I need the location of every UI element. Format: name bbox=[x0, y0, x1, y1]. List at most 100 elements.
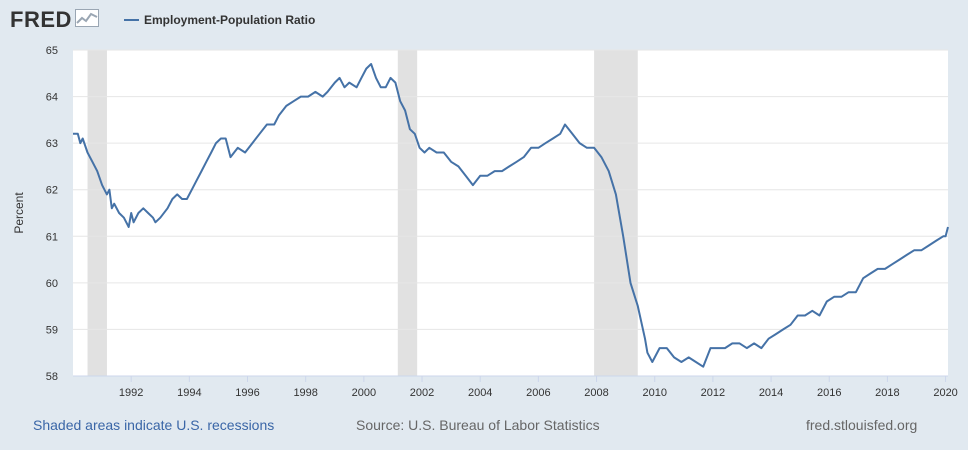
data-point[interactable] bbox=[146, 211, 150, 215]
data-point[interactable] bbox=[810, 309, 814, 313]
data-point[interactable] bbox=[166, 206, 170, 210]
data-point[interactable] bbox=[158, 216, 162, 220]
data-point[interactable] bbox=[544, 141, 548, 145]
data-point[interactable] bbox=[190, 188, 194, 192]
data-point[interactable] bbox=[422, 150, 426, 154]
data-point[interactable] bbox=[214, 141, 218, 145]
data-point[interactable] bbox=[71, 132, 75, 136]
data-point[interactable] bbox=[551, 136, 555, 140]
data-point[interactable] bbox=[151, 216, 155, 220]
data-point[interactable] bbox=[781, 327, 785, 331]
data-point[interactable] bbox=[818, 313, 822, 317]
data-point[interactable] bbox=[946, 225, 950, 229]
data-point[interactable] bbox=[774, 332, 778, 336]
data-point[interactable] bbox=[132, 220, 136, 224]
data-point[interactable] bbox=[374, 76, 378, 80]
data-point[interactable] bbox=[299, 95, 303, 99]
data-point[interactable] bbox=[934, 239, 938, 243]
data-point[interactable] bbox=[500, 169, 504, 173]
data-point[interactable] bbox=[122, 216, 126, 220]
data-point[interactable] bbox=[650, 360, 654, 364]
data-point[interactable] bbox=[236, 146, 240, 150]
data-point[interactable] bbox=[442, 150, 446, 154]
data-point[interactable] bbox=[76, 132, 80, 136]
recessions-note[interactable]: Shaded areas indicate U.S. recessions bbox=[33, 417, 275, 433]
data-point[interactable] bbox=[204, 160, 208, 164]
data-point[interactable] bbox=[100, 183, 104, 187]
data-point[interactable] bbox=[306, 95, 310, 99]
data-point[interactable] bbox=[86, 150, 90, 154]
data-point[interactable] bbox=[418, 146, 422, 150]
data-point[interactable] bbox=[333, 81, 337, 85]
data-point[interactable] bbox=[515, 160, 519, 164]
data-point[interactable] bbox=[258, 132, 262, 136]
data-point[interactable] bbox=[563, 123, 567, 127]
data-point[interactable] bbox=[919, 248, 923, 252]
data-point[interactable] bbox=[658, 346, 662, 350]
data-point[interactable] bbox=[708, 346, 712, 350]
data-point[interactable] bbox=[599, 155, 603, 159]
data-point[interactable] bbox=[117, 211, 121, 215]
data-point[interactable] bbox=[277, 113, 281, 117]
data-point[interactable] bbox=[342, 85, 346, 89]
data-point[interactable] bbox=[883, 267, 887, 271]
data-point[interactable] bbox=[643, 337, 647, 341]
data-point[interactable] bbox=[839, 295, 843, 299]
data-point[interactable] bbox=[752, 341, 756, 345]
data-point[interactable] bbox=[185, 197, 189, 201]
data-point[interactable] bbox=[861, 276, 865, 280]
data-point[interactable] bbox=[209, 150, 213, 154]
data-point[interactable] bbox=[730, 341, 734, 345]
data-point[interactable] bbox=[313, 90, 317, 94]
data-point[interactable] bbox=[435, 150, 439, 154]
data-point[interactable] bbox=[141, 206, 145, 210]
data-point[interactable] bbox=[250, 141, 254, 145]
data-point[interactable] bbox=[95, 169, 99, 173]
data-point[interactable] bbox=[105, 192, 109, 196]
data-point[interactable] bbox=[272, 123, 276, 127]
data-point[interactable] bbox=[868, 272, 872, 276]
data-point[interactable] bbox=[578, 141, 582, 145]
data-point[interactable] bbox=[369, 62, 373, 66]
data-point[interactable] bbox=[175, 192, 179, 196]
data-point[interactable] bbox=[219, 136, 223, 140]
data-point[interactable] bbox=[759, 346, 763, 350]
data-point[interactable] bbox=[493, 169, 497, 173]
data-point[interactable] bbox=[284, 104, 288, 108]
data-point[interactable] bbox=[890, 262, 894, 266]
data-point[interactable] bbox=[265, 123, 269, 127]
data-point[interactable] bbox=[180, 197, 184, 201]
data-point[interactable] bbox=[359, 76, 363, 80]
data-point[interactable] bbox=[224, 136, 228, 140]
data-point[interactable] bbox=[403, 109, 407, 113]
data-point[interactable] bbox=[398, 99, 402, 103]
data-point[interactable] bbox=[90, 160, 94, 164]
data-point[interactable] bbox=[796, 313, 800, 317]
data-point[interactable] bbox=[384, 85, 388, 89]
data-point[interactable] bbox=[379, 85, 383, 89]
data-point[interactable] bbox=[716, 346, 720, 350]
data-point[interactable] bbox=[408, 127, 412, 131]
data-point[interactable] bbox=[847, 290, 851, 294]
data-point[interactable] bbox=[803, 313, 807, 317]
data-point[interactable] bbox=[364, 67, 368, 71]
data-point[interactable] bbox=[471, 183, 475, 187]
data-point[interactable] bbox=[393, 81, 397, 85]
data-point[interactable] bbox=[170, 197, 174, 201]
data-point[interactable] bbox=[292, 99, 296, 103]
data-point[interactable] bbox=[507, 164, 511, 168]
data-point[interactable] bbox=[723, 346, 727, 350]
data-point[interactable] bbox=[136, 211, 140, 215]
data-point[interactable] bbox=[927, 244, 931, 248]
data-point[interactable] bbox=[679, 360, 683, 364]
data-point[interactable] bbox=[347, 81, 351, 85]
data-point[interactable] bbox=[607, 169, 611, 173]
data-point[interactable] bbox=[767, 337, 771, 341]
data-point[interactable] bbox=[413, 132, 417, 136]
data-point[interactable] bbox=[614, 192, 618, 196]
data-point[interactable] bbox=[788, 323, 792, 327]
data-point[interactable] bbox=[585, 146, 589, 150]
data-point[interactable] bbox=[912, 248, 916, 252]
data-point[interactable] bbox=[558, 132, 562, 136]
data-point[interactable] bbox=[456, 164, 460, 168]
